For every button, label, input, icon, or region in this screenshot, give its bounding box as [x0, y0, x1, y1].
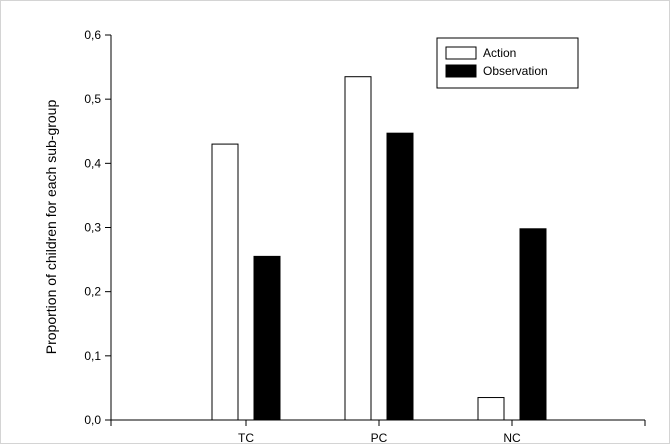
y-ticks: 0,0 0,1 0,2 0,3 0,4 0,5 0,6 [84, 28, 111, 427]
bar-action-pc [344, 76, 372, 421]
y-tick-label: 0,3 [84, 221, 101, 235]
bar-observation-nc [519, 228, 547, 421]
legend: Action Observation [436, 37, 579, 89]
bar-observation-pc [386, 132, 414, 421]
legend-label-action: Action [483, 46, 516, 60]
legend-label-observation: Observation [483, 64, 548, 78]
y-tick-label: 0,0 [84, 413, 101, 427]
x-ticks: TC PC NC [110, 420, 646, 445]
bars [211, 76, 547, 421]
y-axis-title: Proportion of children for each sub-grou… [43, 100, 59, 355]
legend-swatch-observation [445, 64, 477, 78]
y-tick-label: 0,1 [84, 349, 101, 363]
x-tick-label-pc: PC [371, 431, 388, 445]
y-tick-label: 0,6 [84, 28, 101, 42]
x-tick-label-nc: NC [503, 431, 521, 445]
legend-box [436, 37, 579, 89]
y-tick-label: 0,2 [84, 285, 101, 299]
y-tick-label: 0,4 [84, 156, 101, 170]
bar-action-tc [211, 143, 239, 421]
axes [110, 35, 645, 421]
bar-action-nc [477, 397, 505, 421]
legend-swatch-action [445, 46, 477, 60]
x-tick-label-tc: TC [238, 431, 254, 445]
bar-observation-tc [253, 255, 281, 421]
y-tick-label: 0,5 [84, 92, 101, 106]
